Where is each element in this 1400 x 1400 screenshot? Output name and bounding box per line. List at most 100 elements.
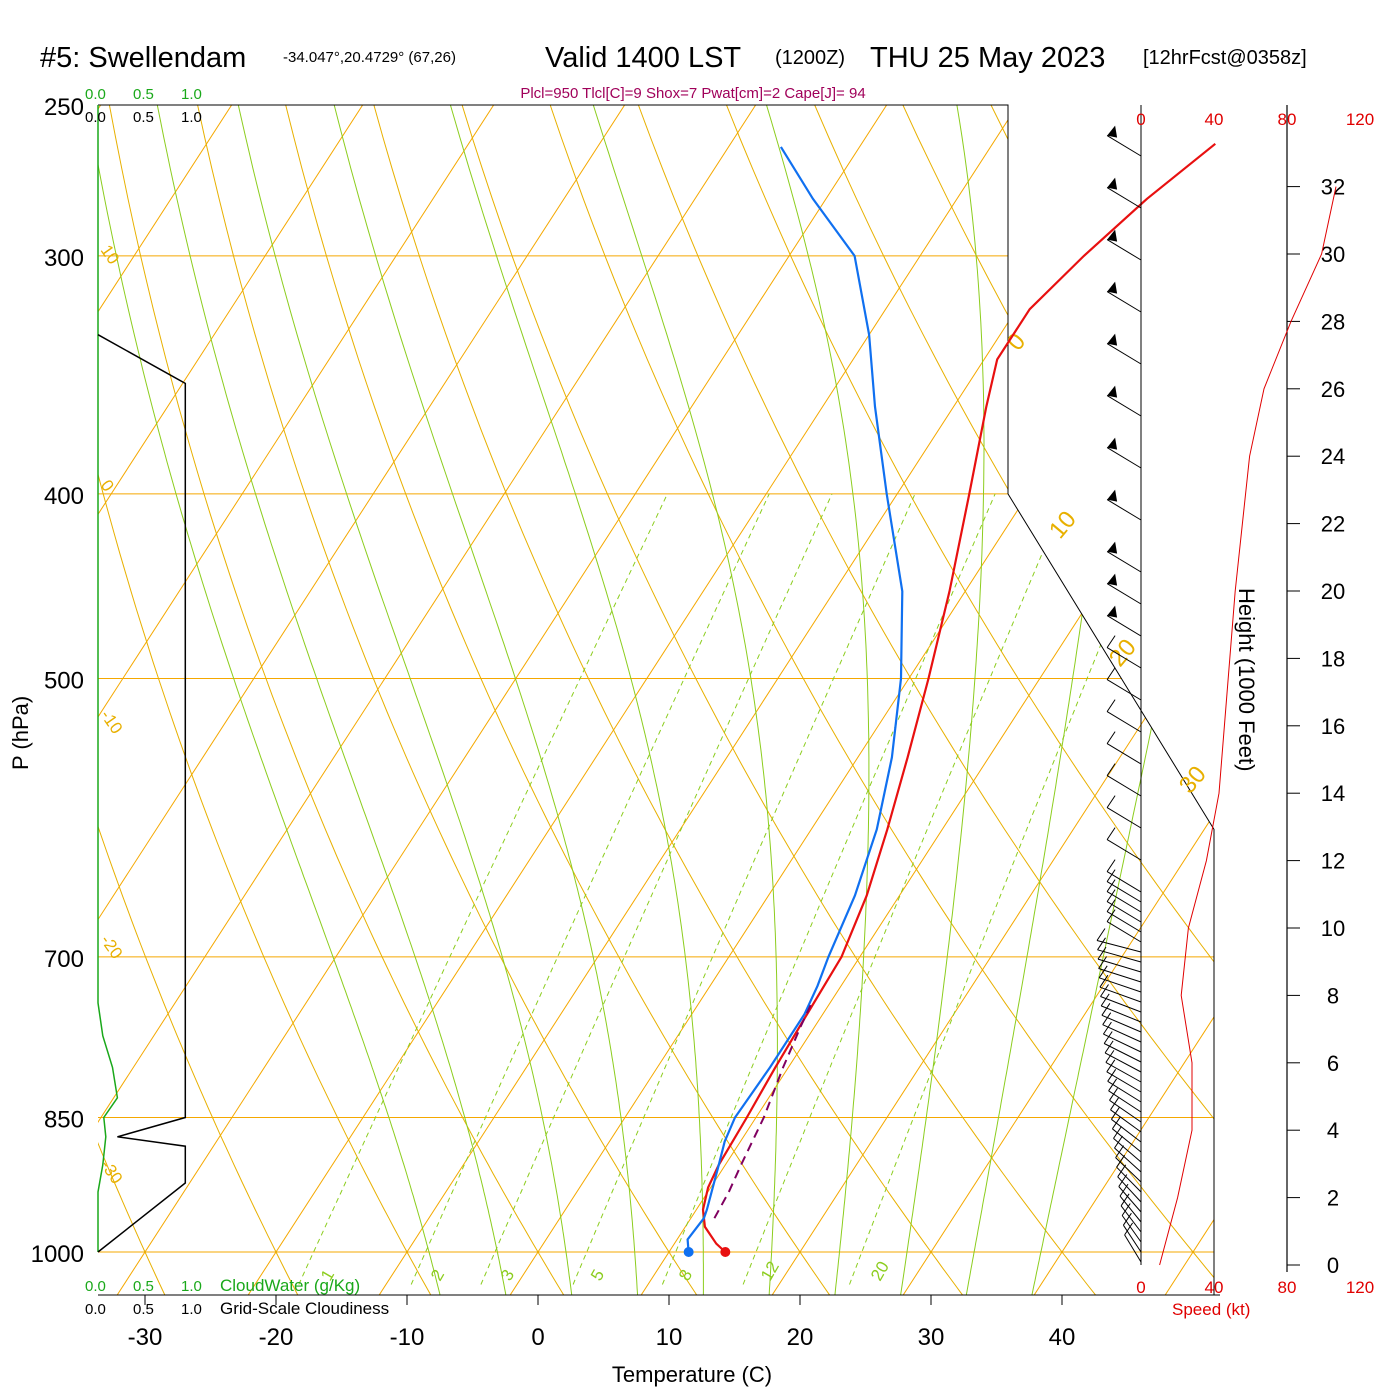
wind-barb-flag	[1107, 177, 1118, 190]
speed-tick-bottom: 40	[1205, 1278, 1224, 1297]
wind-barb	[1106, 711, 1142, 733]
sounding-series	[683, 142, 1216, 1257]
wind-barb	[1102, 1024, 1142, 1043]
mixing-ratio-label: 3	[497, 1266, 518, 1284]
wind-barb-feather	[1106, 699, 1116, 712]
wind-barb-feather	[1102, 1021, 1112, 1035]
wind-barb-feather	[1106, 909, 1116, 922]
wind-barb-feather	[1097, 946, 1107, 960]
dry-adiabat-line	[0, 0, 41, 1316]
wind-barb	[1106, 911, 1142, 933]
moist-adiabat-label: 0	[1002, 328, 1031, 356]
wind-barb-flag	[1107, 125, 1118, 138]
mixing-ratio-label: 12	[757, 1258, 783, 1284]
wind-barb-feather	[1106, 667, 1116, 680]
isotherm-line	[98, 105, 352, 1295]
pressure-tick-label: 1000	[31, 1241, 84, 1268]
wind-barb	[1121, 1215, 1142, 1243]
mixing-ratio-label: 5	[587, 1266, 608, 1284]
wind-barb	[1111, 1118, 1142, 1143]
dry-adiabat-line	[658, 105, 1214, 1295]
zulu-time: (1200Z)	[775, 47, 845, 69]
wind-barb	[1106, 679, 1142, 701]
cloud-water-tick-bottom: 0.5	[133, 1278, 154, 1295]
dry-adiabat-line	[98, 105, 443, 1295]
speed-tick-top: 40	[1205, 110, 1224, 129]
wind-barb	[1115, 1157, 1142, 1183]
mixing-ratio-line	[742, 493, 1068, 1285]
wind-barb	[1106, 447, 1142, 469]
height-tick-label: 26	[1321, 377, 1345, 402]
moist-adiabat-line	[899, 105, 985, 1295]
height-axis-label: Height (1000 Feet)	[1234, 588, 1259, 771]
isotherm-line	[758, 105, 1214, 1295]
height-tick-label: 22	[1321, 512, 1345, 537]
isotherm-line	[98, 105, 221, 1295]
wind-barb	[1097, 949, 1142, 963]
cloudiness-tick-bottom: 0.5	[133, 1301, 154, 1318]
wind-barb-flag	[1107, 229, 1118, 242]
cloudiness-tick-bottom: 0.0	[85, 1301, 106, 1318]
pressure-tick-label: 250	[44, 94, 84, 121]
wind-barb-feather	[1106, 731, 1116, 744]
mixing-ratio-label: 20	[867, 1258, 893, 1284]
wind-barb	[1120, 1205, 1142, 1233]
moist-adiabat-line	[1030, 105, 1214, 1295]
wind-barb-feather	[1122, 1212, 1132, 1226]
isotherm-line	[496, 105, 1214, 1295]
height-tick-label: 2	[1327, 1186, 1339, 1211]
dry-adiabat-label: -10	[97, 706, 127, 737]
wind-barb-feather	[1096, 928, 1106, 941]
temperature-tick-label: 30	[918, 1324, 945, 1351]
wind-barb-feather	[1115, 1145, 1125, 1158]
dry-adiabat-label: 10	[97, 241, 123, 267]
wind-barb	[1112, 1128, 1142, 1153]
dry-adiabat-line	[575, 105, 1214, 1295]
height-speed-panel: 0246810121416182022242628303200404080801…	[1136, 105, 1374, 1297]
wind-barb-feather	[1102, 1012, 1112, 1025]
pressure-tick-label: 850	[44, 1107, 84, 1134]
wind-barb	[1106, 135, 1142, 157]
wind-barb-feather	[1098, 956, 1108, 969]
wind-barb	[1106, 807, 1142, 829]
isotherm-line	[98, 105, 614, 1295]
wind-barb	[1108, 1090, 1142, 1113]
stability-indices: Plcl=950 Tlcl[C]=9 Shox=7 Pwat[cm]=2 Cap…	[520, 85, 865, 102]
cloudiness-tick-top: 0.0	[85, 109, 106, 126]
wind-barb-feather	[1107, 1069, 1117, 1082]
wind-barb	[1117, 1176, 1142, 1203]
pressure-tick-label: 400	[44, 483, 84, 510]
wind-barb	[1114, 1147, 1142, 1173]
wind-barb	[1098, 968, 1142, 983]
dewpoint-profile	[686, 146, 904, 1253]
wind-barb-feather	[1106, 859, 1116, 872]
isotherm-line	[1020, 105, 1214, 1295]
height-tick-label: 4	[1327, 1118, 1339, 1143]
wind-barb	[1110, 1109, 1142, 1133]
wind-barb	[1106, 551, 1142, 573]
wind-barb-feather	[1106, 889, 1116, 902]
wind-barb-flag	[1107, 489, 1118, 502]
wind-barb	[1106, 239, 1142, 261]
cloudiness-label: Grid-Scale Cloudiness	[220, 1299, 389, 1318]
wind-barb-feather	[1106, 827, 1116, 840]
pressure-tick-label: 700	[44, 946, 84, 973]
height-tick-label: 8	[1327, 983, 1339, 1008]
wind-barb	[1103, 1033, 1142, 1053]
plot-frame	[98, 104, 1215, 1295]
x-axis-label: Temperature (C)	[612, 1362, 772, 1387]
temperature-tick-label: -20	[259, 1324, 294, 1351]
isotherm-line	[1151, 105, 1214, 1295]
cloud-water-label: CloudWater (g/Kg)	[220, 1276, 360, 1295]
temperature-tick-label: 40	[1049, 1324, 1076, 1351]
moist-adiabat-line	[964, 105, 1132, 1295]
wind-barb	[1106, 743, 1142, 765]
wind-barb	[1106, 499, 1142, 521]
wind-barb-feather	[1116, 1154, 1126, 1168]
pressure-tick-label: 300	[44, 245, 84, 272]
forecast-date: THU 25 May 2023	[870, 42, 1105, 74]
temperature-profile	[701, 142, 1216, 1253]
mixing-ratio-label: 8	[675, 1266, 696, 1284]
moist-adiabat-line	[401, 105, 704, 1295]
wind-barb	[1106, 647, 1142, 669]
